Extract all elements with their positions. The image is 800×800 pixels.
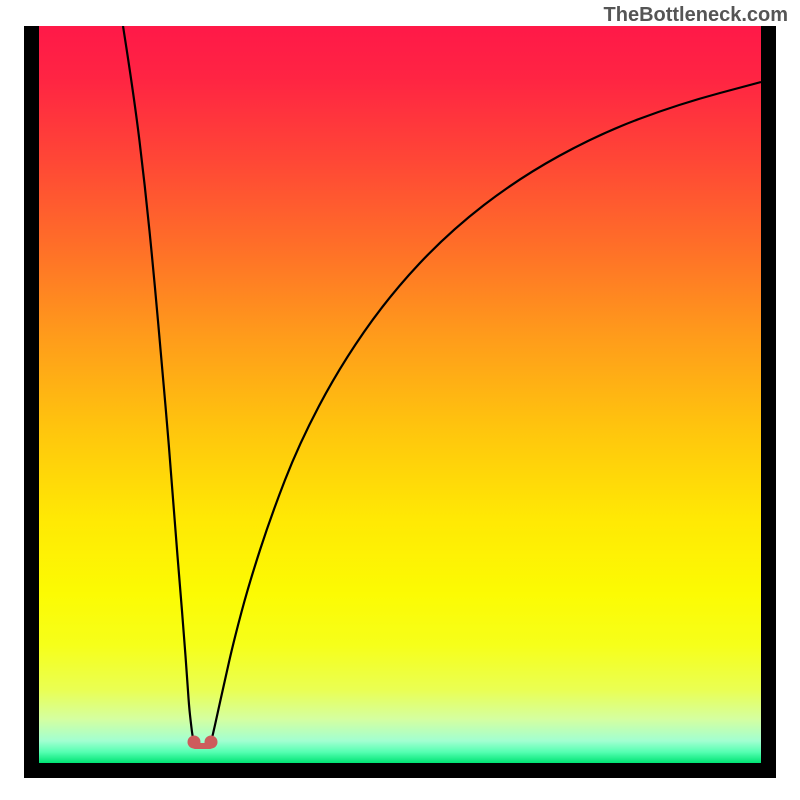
curve-right-branch xyxy=(211,82,761,742)
curve-left-branch xyxy=(123,26,194,742)
plot-area xyxy=(39,26,761,763)
marker-point xyxy=(188,736,201,749)
marker-point xyxy=(205,736,218,749)
curve-layer xyxy=(39,26,761,763)
chart-container: TheBottleneck.com xyxy=(0,0,800,800)
plot-frame xyxy=(24,26,776,778)
watermark-text: TheBottleneck.com xyxy=(604,4,788,27)
